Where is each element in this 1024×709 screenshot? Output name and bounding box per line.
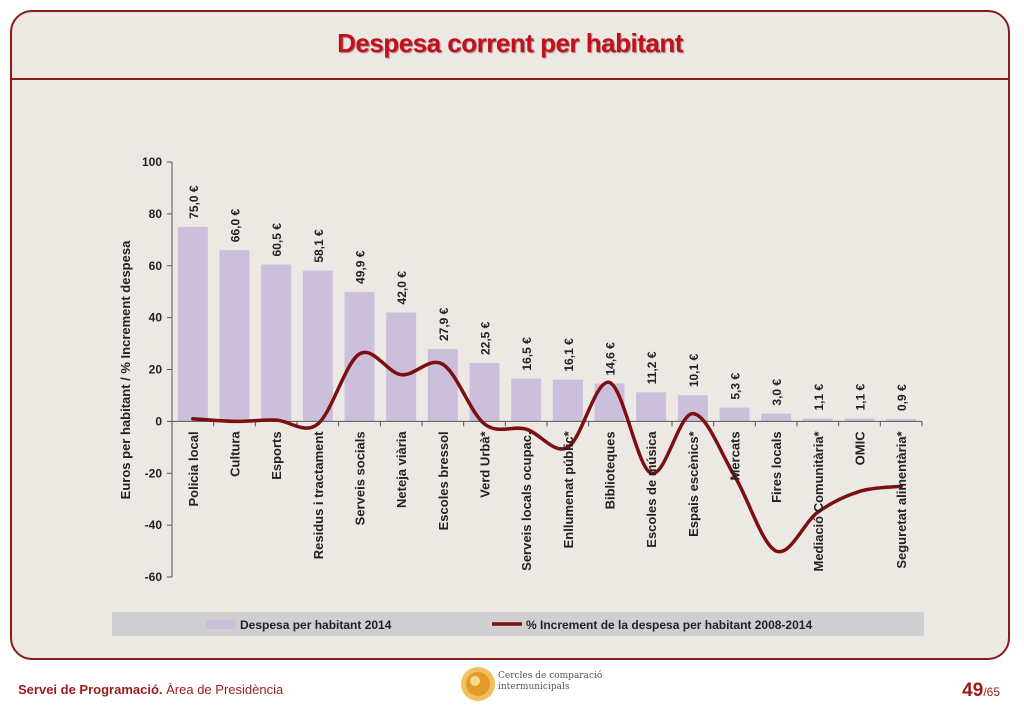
bar — [677, 395, 708, 422]
logo-emblem-icon — [461, 667, 495, 701]
y-tick-label: 100 — [142, 155, 162, 169]
category-label: Cultura — [228, 431, 243, 477]
y-tick-label: 80 — [149, 207, 163, 221]
page-title: Despesa corrent per habitant — [337, 28, 683, 58]
bar — [761, 413, 792, 422]
legend-label-bar: Despesa per habitant 2014 — [240, 618, 392, 632]
y-tick-label: 60 — [149, 259, 163, 273]
bar-data-label: 16,1 € — [562, 338, 576, 372]
bar — [177, 226, 208, 422]
bar-data-label: 22,5 € — [479, 321, 493, 355]
bar-data-label: 49,9 € — [354, 250, 368, 284]
bar — [636, 392, 667, 422]
y-tick-label: -20 — [145, 466, 163, 480]
category-label: Fires locals — [769, 431, 784, 503]
category-label: Espais escènics* — [686, 430, 701, 536]
category-label: Biblioteques — [603, 431, 618, 509]
bar — [219, 250, 250, 422]
category-label: Seguretat alimentària* — [894, 430, 909, 568]
y-tick-label: -60 — [145, 570, 163, 584]
bar-data-label: 3,0 € — [770, 379, 784, 406]
bar — [386, 312, 417, 422]
page-total: /65 — [983, 685, 1000, 699]
category-label: Enllumenat públic* — [561, 430, 576, 548]
footer-organization: Servei de Programació. Àrea de Presidènc… — [18, 682, 283, 697]
bar — [302, 270, 333, 422]
title-bar: Despesa corrent per habitant — [12, 12, 1008, 80]
y-axis-label: Euros per habitant / % Increment despesa — [118, 240, 133, 499]
page-current: 49 — [962, 680, 984, 701]
bar-data-label: 16,5 € — [520, 337, 534, 371]
bar — [719, 407, 750, 422]
bar — [802, 418, 833, 422]
bar-data-label: 14,6 € — [604, 342, 618, 376]
bar-data-label: 60,5 € — [270, 223, 284, 257]
category-label: Verd Urbà* — [478, 430, 493, 497]
bar-data-label: 11,2 € — [645, 351, 659, 384]
category-label: Serveis socials — [353, 431, 368, 525]
footer-org-rest: Àrea de Presidència — [162, 682, 284, 697]
logo-text: Cercles de comparació intermunicipals — [498, 671, 602, 693]
series-line-increment — [191, 350, 903, 554]
bar — [344, 291, 375, 422]
category-label: OMIC — [853, 431, 868, 466]
category-label: Residus i tractament — [311, 431, 326, 560]
bar-data-label: 5,3 € — [729, 373, 743, 400]
bar — [844, 418, 875, 422]
category-label: Esports — [269, 431, 284, 479]
category-label: Neteja viària — [394, 431, 409, 508]
logo-line-2: intermunicipals — [498, 682, 570, 692]
logo: Cercles de comparació intermunicipals — [460, 664, 620, 704]
page-number: 49/65 — [962, 680, 1000, 702]
bar-data-label: 66,0 € — [229, 208, 243, 242]
y-tick-label: 20 — [149, 363, 163, 377]
bar-data-label: 58,1 € — [312, 229, 326, 263]
bar-data-label: 1,1 € — [854, 384, 868, 411]
category-label: Policia local — [186, 431, 201, 506]
bar-data-label: 0,9 € — [895, 384, 909, 411]
legend-swatch-bar — [206, 620, 236, 629]
bar — [511, 378, 542, 422]
legend-label-line: % Increment de la despesa per habitant 2… — [526, 618, 812, 632]
y-tick-label: -40 — [145, 518, 163, 532]
y-tick-label: 40 — [149, 311, 163, 325]
bar-data-label: 27,9 € — [437, 307, 451, 341]
slide-frame: Despesa corrent per habitant — [10, 10, 1010, 660]
category-label: Escoles de música — [644, 431, 659, 548]
category-label: Escoles bressol — [436, 431, 451, 530]
bar-data-label: 1,1 € — [812, 384, 826, 411]
bar-data-label: 75,0 € — [187, 185, 201, 219]
bar — [261, 264, 292, 422]
bar — [427, 349, 458, 422]
bar-data-label: 10,1 € — [687, 353, 701, 387]
footer-org-bold: Servei de Programació. — [18, 682, 163, 697]
bar — [886, 419, 917, 422]
logo-line-1: Cercles de comparació — [498, 671, 603, 681]
category-label: Mediació Comunitària* — [811, 430, 826, 571]
bar — [552, 379, 583, 422]
bar-data-label: 42,0 € — [395, 271, 409, 305]
category-label: Serveis locals ocupac. — [519, 431, 534, 570]
y-tick-label: 0 — [155, 414, 162, 428]
category-label: Mercats — [728, 431, 743, 480]
